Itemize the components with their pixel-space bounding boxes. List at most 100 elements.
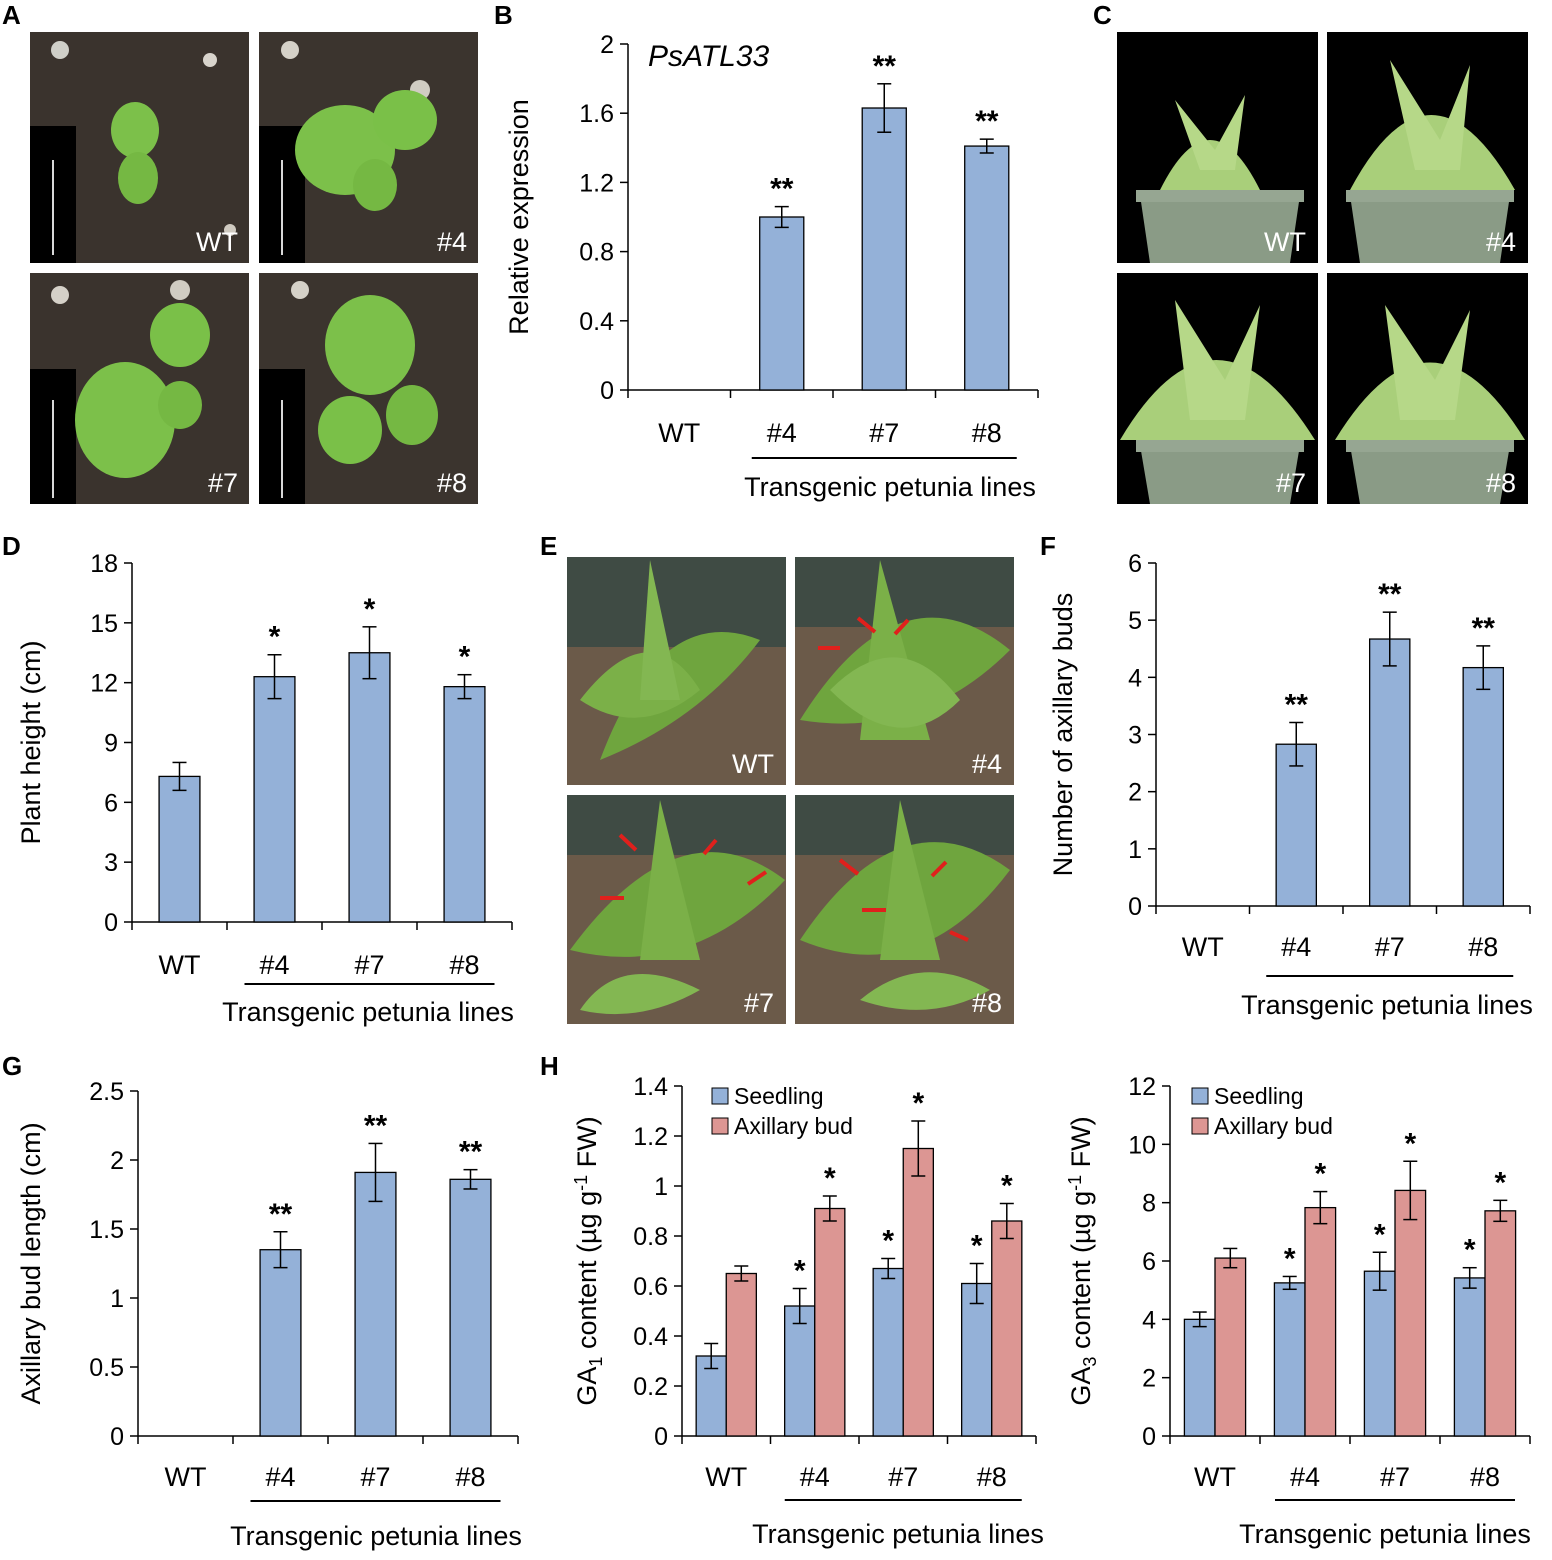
significance-mark: *: [1494, 1166, 1506, 1199]
y-axis-label-part: GA: [1066, 1367, 1096, 1406]
significance-mark: **: [459, 1136, 483, 1169]
photo-a-label-7: #7: [208, 468, 238, 498]
y-axis-label-part: FW): [572, 1116, 602, 1174]
panel-letter-c: C: [1093, 0, 1112, 30]
y-tick-label: 0.4: [633, 1323, 668, 1351]
y-tick-label: 6: [104, 789, 118, 817]
x-tick-label: WT: [705, 1462, 747, 1492]
legend-swatch: [1191, 1117, 1209, 1135]
photo-e-label-7: #7: [744, 988, 774, 1018]
y-tick-label: 0.6: [633, 1273, 668, 1301]
significance-mark: **: [873, 50, 897, 83]
bar: [443, 686, 486, 923]
bar: [1275, 743, 1318, 907]
group-label: Transgenic petunia lines: [222, 997, 514, 1027]
photo-a-7: #7: [30, 273, 249, 504]
significance-mark: *: [459, 641, 471, 674]
chart-ga3-content: 0 2 4 6 8 10 12 * * * * * * WT #4 #7 #8 Transgenic petuni…: [1065, 1073, 1531, 1549]
panel-letter-g: G: [2, 1051, 22, 1081]
significance-mark: *: [824, 1162, 836, 1195]
x-tick-label: #7: [1375, 932, 1405, 962]
x-tick-label: #8: [972, 418, 1002, 448]
significance-mark: *: [269, 621, 281, 654]
photo-e-7: #7: [567, 795, 786, 1024]
panel-letter-h: H: [540, 1051, 559, 1081]
x-tick-label: #7: [360, 1462, 390, 1492]
group-label: Transgenic petunia lines: [744, 472, 1036, 502]
bar: [725, 1272, 757, 1437]
photo-c-4: #4: [1327, 32, 1528, 263]
group-label: Transgenic petunia lines: [230, 1521, 522, 1551]
chart-relative-expression: 0 0.4 0.8 1.2 1.6 2 ** ** ** WT #4 #7 #8 Transgenic p…: [504, 31, 1039, 502]
photo-e-8: #8: [795, 795, 1014, 1024]
y-tick-label: 6: [1128, 550, 1142, 578]
photo-a-8: #8: [259, 273, 478, 504]
bar: [253, 676, 296, 923]
x-tick-label: #4: [1281, 932, 1311, 962]
photo-a-label-wt: WT: [196, 227, 238, 257]
significance-mark: *: [971, 1230, 983, 1263]
y-tick-label: 0.8: [579, 239, 614, 267]
panel-letter-f: F: [1040, 531, 1056, 561]
x-tick-label: #8: [1470, 1462, 1500, 1492]
y-axis-label-part: 3: [1080, 1357, 1100, 1367]
significance-mark: *: [1314, 1158, 1326, 1191]
significance-mark: *: [1284, 1242, 1296, 1275]
y-tick-label: 12: [1128, 1073, 1156, 1101]
x-tick-label: #8: [455, 1462, 485, 1492]
photo-c-7: #7: [1117, 273, 1318, 504]
y-axis-label: Number of axillary buds: [1048, 593, 1078, 877]
photo-c-wt: WT: [1117, 32, 1318, 263]
bar: [991, 1220, 1023, 1437]
bar: [348, 652, 391, 923]
y-tick-label: 12: [90, 670, 118, 698]
bar: [1214, 1257, 1247, 1437]
photo-c-label-7: #7: [1276, 468, 1306, 498]
x-tick-label: #7: [869, 418, 899, 448]
significance-mark: **: [1285, 688, 1309, 721]
significance-mark: **: [1378, 578, 1402, 611]
panel-letter-d: D: [2, 531, 21, 561]
y-tick-label: 9: [104, 730, 118, 758]
bar: [1273, 1282, 1306, 1437]
bar: [259, 1249, 302, 1437]
y-tick-label: 0.2: [633, 1373, 668, 1401]
y-tick-label: 1: [1128, 836, 1142, 864]
x-tick-label: #8: [977, 1462, 1007, 1492]
photo-a-4: #4: [259, 32, 478, 263]
chart-axillary-bud-number: 0 1 2 3 4 5 6 ** ** ** WT #4 #7 #8 Transgenic petunia …: [1048, 550, 1533, 1020]
y-tick-label: 1.6: [579, 100, 614, 128]
chart-ga1-content: 0 0.2 0.4 0.6 0.8 1 1.2 1.4 * * * * * * WT #4 #7 #8 Transg…: [571, 1073, 1044, 1549]
arrow-icon: [838, 858, 969, 942]
panel-e: E WT #4: [540, 531, 1014, 1024]
significance-mark: *: [1464, 1234, 1476, 1267]
bar: [861, 107, 907, 391]
bar: [449, 1178, 492, 1437]
legend-swatch: [711, 1087, 729, 1105]
bar: [1368, 638, 1411, 907]
photo-c-label-4: #4: [1486, 227, 1516, 257]
significance-mark: *: [912, 1087, 924, 1120]
bar: [784, 1305, 816, 1437]
y-tick-label: 1.2: [579, 169, 614, 197]
significance-mark: **: [269, 1198, 293, 1231]
x-tick-label: WT: [1194, 1462, 1236, 1492]
bar: [902, 1147, 934, 1437]
photo-e-label-8: #8: [972, 988, 1002, 1018]
photo-e-label-wt: WT: [732, 749, 774, 779]
y-axis-label-part: -1: [1065, 1175, 1085, 1191]
bar: [1304, 1206, 1337, 1437]
x-tick-label: WT: [165, 1462, 207, 1492]
legend-label: Seedling: [1214, 1083, 1304, 1109]
y-axis-label: GA1 content (µg g-1 FW): [571, 1116, 606, 1405]
y-tick-label: 2: [1142, 1365, 1156, 1393]
legend-label: Seedling: [734, 1083, 824, 1109]
significance-mark: *: [1001, 1170, 1013, 1203]
y-tick-label: 1: [654, 1173, 668, 1201]
y-tick-label: 0.8: [633, 1223, 668, 1251]
x-tick-label: WT: [658, 418, 700, 448]
bar: [695, 1355, 727, 1437]
x-tick-label: #8: [1468, 932, 1498, 962]
photo-e-wt: WT: [567, 557, 786, 785]
significance-mark: *: [882, 1225, 894, 1258]
